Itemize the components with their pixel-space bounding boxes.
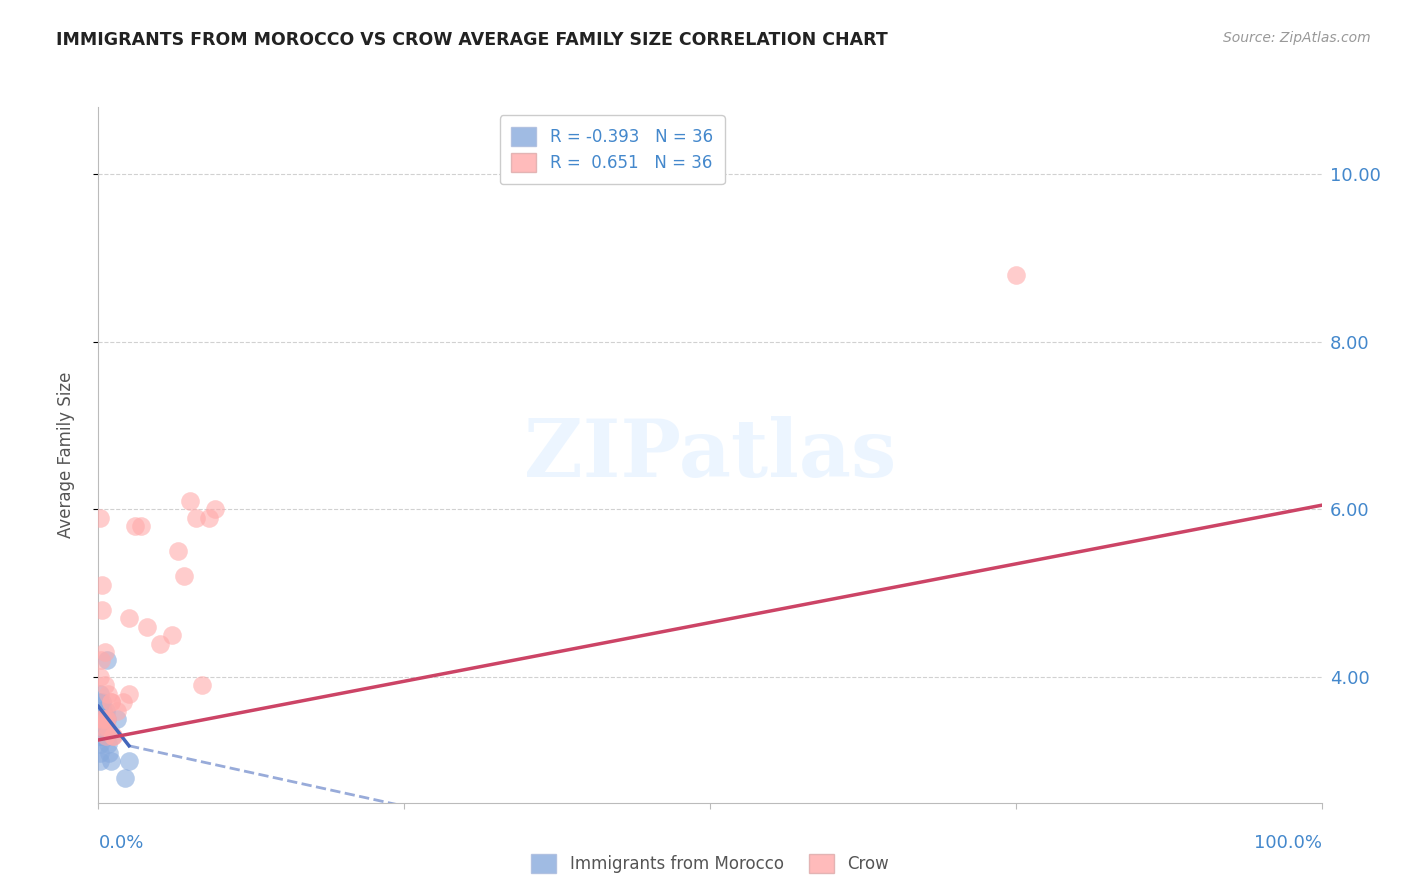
Point — [136, 620, 159, 634]
Point — [101, 729, 124, 743]
Point — [93, 720, 115, 734]
Point — [91, 729, 114, 743]
Point — [94, 729, 117, 743]
Point — [149, 636, 172, 650]
Point — [118, 611, 141, 625]
Point — [118, 754, 141, 768]
Point — [90, 704, 112, 718]
Point — [90, 653, 112, 667]
Point — [129, 519, 152, 533]
Point — [89, 712, 111, 726]
Point — [89, 704, 111, 718]
Point — [89, 695, 111, 709]
Point — [96, 653, 118, 667]
Point — [91, 704, 114, 718]
Point — [93, 712, 115, 726]
Point — [91, 712, 114, 726]
Point — [91, 712, 114, 726]
Text: 0.0%: 0.0% — [98, 834, 143, 852]
Point — [96, 712, 118, 726]
Point — [91, 720, 114, 734]
Point — [98, 746, 121, 760]
Point — [90, 720, 112, 734]
Point — [90, 712, 112, 726]
Point — [100, 695, 122, 709]
Point — [93, 645, 115, 659]
Point — [89, 712, 111, 726]
Point — [93, 678, 115, 692]
Point — [89, 510, 111, 524]
Point — [91, 704, 114, 718]
Point — [105, 712, 128, 726]
Point — [91, 720, 114, 734]
Point — [89, 720, 111, 734]
Point — [167, 544, 190, 558]
Point — [91, 712, 114, 726]
Point — [186, 510, 208, 524]
Point — [89, 746, 111, 760]
Point — [100, 695, 122, 709]
Y-axis label: Average Family Size: Average Family Size — [56, 372, 75, 538]
Point — [1004, 268, 1026, 282]
Point — [89, 729, 111, 743]
Point — [94, 712, 117, 726]
Point — [94, 729, 117, 743]
Point — [90, 729, 112, 743]
Point — [90, 704, 112, 718]
Legend: Immigrants from Morocco, Crow: Immigrants from Morocco, Crow — [520, 842, 900, 885]
Point — [118, 687, 141, 701]
Point — [89, 737, 111, 751]
Point — [91, 695, 114, 709]
Point — [90, 712, 112, 726]
Point — [101, 729, 124, 743]
Point — [96, 712, 118, 726]
Point — [89, 687, 111, 701]
Point — [204, 502, 226, 516]
Point — [101, 729, 124, 743]
Text: Source: ZipAtlas.com: Source: ZipAtlas.com — [1223, 31, 1371, 45]
Point — [94, 704, 117, 718]
Text: 100.0%: 100.0% — [1254, 834, 1322, 852]
Point — [89, 754, 111, 768]
Point — [89, 670, 111, 684]
Point — [114, 771, 136, 785]
Point — [111, 695, 134, 709]
Point — [97, 687, 120, 701]
Point — [105, 704, 128, 718]
Point — [191, 678, 214, 692]
Point — [96, 720, 118, 734]
Point — [91, 603, 114, 617]
Point — [179, 494, 201, 508]
Point — [97, 737, 120, 751]
Point — [91, 578, 114, 592]
Text: IMMIGRANTS FROM MOROCCO VS CROW AVERAGE FAMILY SIZE CORRELATION CHART: IMMIGRANTS FROM MOROCCO VS CROW AVERAGE … — [56, 31, 889, 49]
Point — [90, 712, 112, 726]
Point — [197, 510, 219, 524]
Text: ZIPatlas: ZIPatlas — [524, 416, 896, 494]
Point — [173, 569, 195, 583]
Point — [124, 519, 146, 533]
Point — [100, 754, 122, 768]
Point — [160, 628, 183, 642]
